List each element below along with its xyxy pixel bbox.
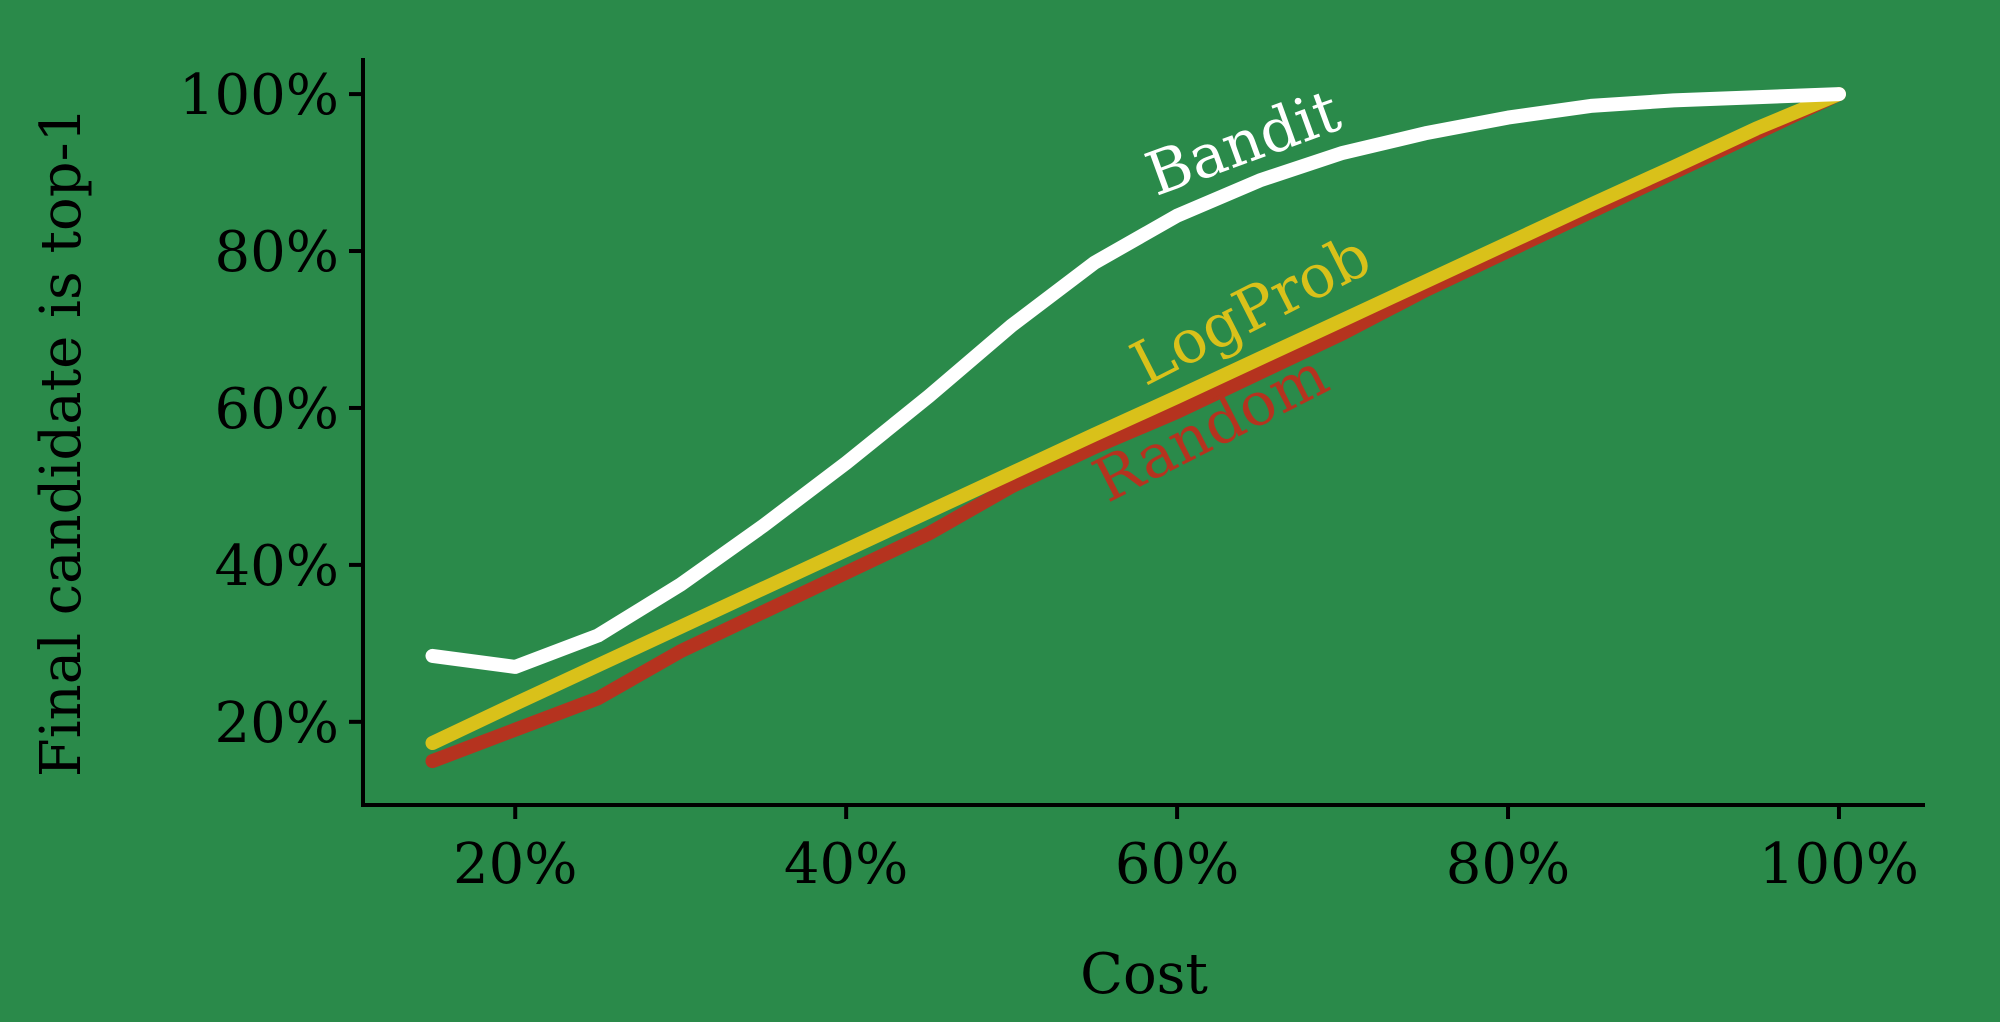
series-line-logprob [425,87,1846,750]
y-tick-label: 80% [215,220,339,285]
x-tick-label: 40% [784,832,908,897]
x-tick-label: 20% [453,832,577,897]
x-axis-label: Cost [1080,942,1208,1007]
series-lines [425,87,1846,769]
axes [361,58,1925,807]
y-tick-label: 20% [215,691,339,756]
y-axis-label: Final candidate is top-1 [29,107,94,777]
y-tick-label: 100% [179,63,339,128]
x-tick-label: 80% [1446,832,1570,897]
x-ticks: 20% 40% 60% 80% 100% [453,805,1919,897]
series-labels: Bandit LogProb Random [1083,76,1382,517]
x-tick-label: 60% [1115,832,1239,897]
y-tick-label: 60% [215,377,339,442]
y-ticks: 20% 40% 60% 80% 100% [179,63,363,756]
y-tick-label: 40% [215,534,339,599]
series-line-bandit [425,87,1846,674]
x-tick-label: 100% [1759,832,1919,897]
